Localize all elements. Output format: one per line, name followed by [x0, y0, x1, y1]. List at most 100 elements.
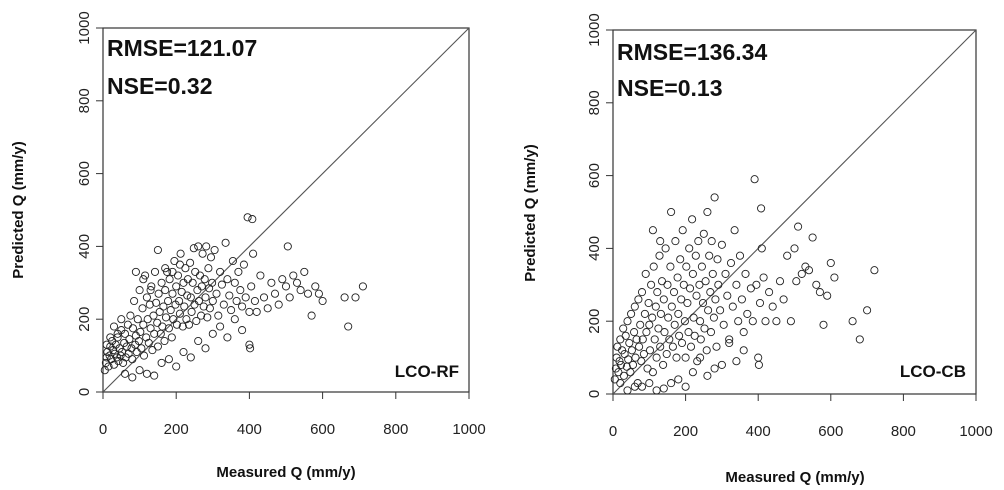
scatter-point — [256, 271, 265, 280]
scatter-point — [214, 311, 223, 320]
scatter-point — [628, 360, 638, 369]
scatter-point — [726, 258, 736, 268]
scatter-point — [698, 298, 708, 308]
scatter-point — [692, 291, 701, 300]
scatter-point — [679, 280, 688, 289]
x-axis: 0 200 400 600 800 1000 — [609, 394, 993, 440]
scatter-point — [161, 264, 170, 273]
y-tick-label: 400 — [586, 236, 603, 261]
scatter-point — [815, 288, 824, 297]
scatter-point — [167, 333, 176, 342]
scatter-point — [648, 226, 657, 235]
scatter-point — [177, 287, 186, 296]
scatter-point — [754, 360, 763, 369]
scatter-point — [154, 289, 163, 298]
scatter-point — [125, 335, 134, 344]
rmse-annotation: RMSE=136.34 — [617, 39, 767, 65]
scatter-point — [691, 251, 700, 260]
scatter-point — [201, 344, 210, 353]
scatter-point — [755, 298, 765, 308]
scatter-point — [184, 320, 194, 329]
scatter-point — [634, 295, 643, 304]
scatter-point — [155, 307, 164, 316]
scatter-point — [702, 346, 711, 355]
scatter-point — [252, 307, 261, 316]
scatter-point — [666, 262, 675, 271]
x-tick-label: 600 — [310, 421, 335, 438]
scatter-point — [683, 298, 692, 308]
scatter-point — [172, 320, 181, 329]
x-axis: 0 200 400 600 800 1000 — [99, 392, 486, 438]
scatter-point — [743, 309, 752, 318]
scatter-point — [161, 313, 171, 322]
scatter-point — [179, 278, 188, 287]
scatter-point — [648, 313, 657, 322]
scatter-point — [195, 271, 205, 280]
scatter-point — [709, 313, 718, 322]
scatter-point — [212, 289, 221, 298]
model-label: LCO-RF — [395, 362, 459, 381]
scatter-point — [278, 275, 287, 284]
scatter-point — [193, 286, 202, 295]
scatter-point — [191, 267, 200, 276]
scatter-point — [227, 306, 236, 315]
scatter-point — [685, 244, 694, 253]
scatter-point — [644, 298, 653, 308]
scatter-point — [105, 351, 114, 360]
scatter-point — [631, 353, 640, 362]
scatter-point — [164, 324, 173, 333]
plot-frame — [102, 27, 470, 393]
scatter-point — [164, 296, 173, 306]
scatter-point — [761, 317, 770, 326]
scatter-point — [206, 253, 216, 262]
scatter-point — [672, 353, 681, 362]
scatter-point — [202, 242, 211, 251]
scatter-point — [680, 317, 689, 326]
scatter-point — [723, 291, 732, 300]
scatter-point — [717, 240, 726, 249]
scatter-point — [245, 307, 254, 316]
scatter-point — [779, 295, 788, 304]
scatter-point — [748, 317, 757, 326]
scatter-point — [138, 304, 147, 313]
scatter-point — [712, 342, 721, 351]
scatter-point — [659, 295, 668, 304]
scatter-point — [119, 358, 128, 367]
scatter-point — [704, 306, 713, 315]
scatter-point — [128, 355, 137, 364]
scatter-point — [694, 237, 703, 246]
scatter-point — [695, 280, 704, 289]
scatter-point — [701, 277, 710, 286]
y-tick-label: 400 — [76, 234, 93, 259]
scatter-point — [164, 355, 173, 364]
scatter-point — [619, 371, 628, 380]
scatter-point — [725, 338, 734, 348]
x-tick-label: 1000 — [452, 421, 485, 438]
scatter-point — [616, 360, 626, 369]
scatter-point — [205, 304, 214, 313]
scatter-point — [180, 302, 189, 311]
y-axis: 0 200 400 600 800 1000 — [76, 11, 103, 396]
scatter-point — [223, 275, 232, 284]
scatter-point — [670, 320, 679, 329]
scatter-point — [139, 320, 148, 329]
scatter-point — [640, 309, 649, 318]
scatter-point — [645, 346, 655, 355]
scatter-point — [870, 266, 879, 275]
scatter-point — [681, 382, 690, 391]
scatter-point — [135, 286, 144, 295]
scatter-point — [710, 193, 719, 202]
scatter-point — [707, 237, 716, 246]
scatter-point — [636, 320, 645, 329]
scatter-point — [283, 242, 292, 251]
scatter-point — [642, 328, 651, 337]
scatter-point — [686, 342, 696, 351]
scatter-point — [296, 286, 305, 295]
scatter-point — [759, 273, 768, 282]
scatter-point — [153, 245, 162, 255]
scatter-point — [656, 309, 665, 318]
scatter-point — [153, 318, 162, 327]
x-axis-title: Measured Q (mm/y) — [216, 464, 355, 481]
scatter-point — [673, 273, 682, 282]
scatter-point — [667, 302, 676, 311]
